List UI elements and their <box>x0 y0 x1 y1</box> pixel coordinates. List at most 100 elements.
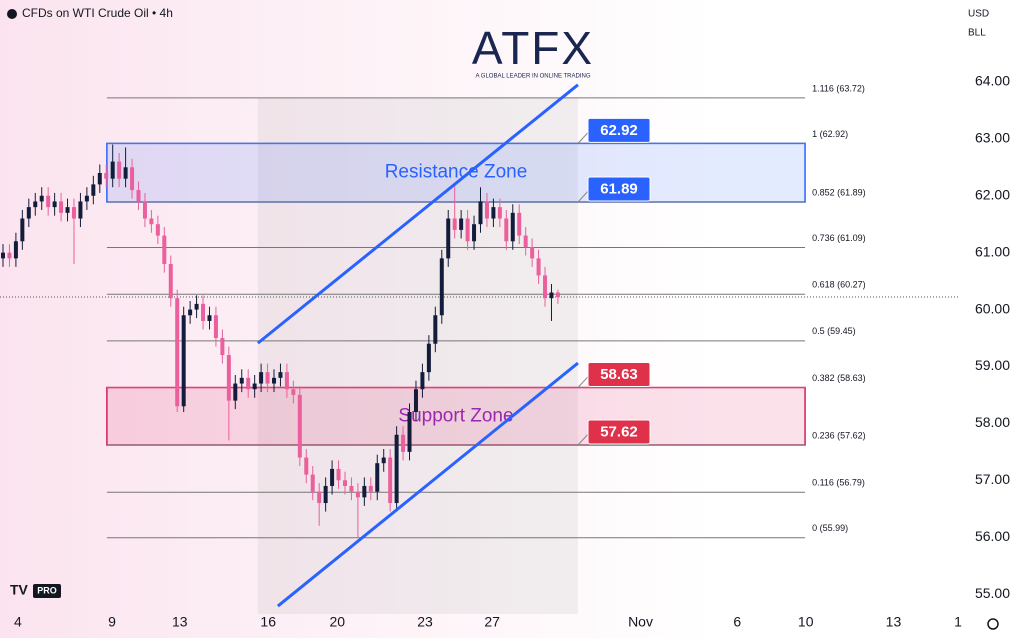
candle-body <box>233 383 238 401</box>
candle-body <box>536 258 541 276</box>
brand-logo: ATFX <box>472 22 594 74</box>
candle-body <box>84 195 89 202</box>
fib-label: 0.736 (61.09) <box>812 233 866 243</box>
candle-body <box>155 224 160 236</box>
fib-label: 0.382 (58.63) <box>812 373 866 383</box>
y-tick-label: 59.00 <box>975 357 1010 373</box>
x-tick-label: 1 <box>954 614 962 630</box>
zone <box>106 142 806 203</box>
candle-body <box>401 434 406 452</box>
chart-title: CFDs on WTI Crude Oil • 4h <box>22 6 173 20</box>
y-tick-label: 64.00 <box>975 73 1010 89</box>
candle-body <box>78 201 83 219</box>
x-tick-label: 6 <box>733 614 741 630</box>
candle-body <box>330 468 335 486</box>
candle-body <box>375 463 380 492</box>
price-tag-label: 61.89 <box>600 180 638 197</box>
y-tick-label: 60.00 <box>975 300 1010 316</box>
candle-body <box>7 252 12 259</box>
y-tick-label: 63.00 <box>975 130 1010 146</box>
candle-body <box>323 485 328 504</box>
candle-body <box>162 235 167 265</box>
candle-body <box>362 485 367 498</box>
candle-body <box>304 457 309 475</box>
symbol-icon <box>7 9 17 19</box>
fib-background <box>257 97 578 615</box>
price-tag-label: 58.63 <box>600 366 638 383</box>
badge: PRO <box>37 585 57 595</box>
candle-body <box>510 212 515 242</box>
candle-body <box>349 485 354 492</box>
y-tick-label: 62.00 <box>975 186 1010 202</box>
candle-body <box>117 161 122 179</box>
candle-body <box>97 172 102 185</box>
candle-body <box>297 394 302 458</box>
x-tick-label: 9 <box>108 614 116 630</box>
fib-label: 1 (62.92) <box>812 129 848 139</box>
candle-body <box>342 480 347 486</box>
fib-label: 0.116 (56.79) <box>812 478 865 488</box>
candle-body <box>420 372 425 390</box>
candle-body <box>181 315 186 407</box>
candle-body <box>39 195 44 202</box>
price-tag <box>587 419 651 445</box>
candle-body <box>394 434 399 504</box>
candle-body <box>433 315 438 344</box>
x-tick-label: 16 <box>260 614 276 630</box>
candle-body <box>52 201 57 208</box>
price-tag-label: 62.92 <box>600 122 638 139</box>
fib-label: 1.116 (63.72) <box>812 83 865 93</box>
candle-body <box>459 218 464 230</box>
candle-body <box>426 343 431 373</box>
settings-icon[interactable] <box>987 618 999 630</box>
candle-body <box>278 372 283 378</box>
candle-body <box>368 485 373 492</box>
candle-body <box>259 372 264 384</box>
candle-body <box>168 264 173 299</box>
unit[interactable]: BLL <box>968 28 986 39</box>
fib-label: 0 (55.99) <box>812 523 848 533</box>
candle-body <box>472 224 477 242</box>
candle-body <box>284 372 289 390</box>
candle-body <box>439 258 444 316</box>
fib-label: 0.236 (57.62) <box>812 430 866 440</box>
candle-body <box>149 218 154 225</box>
brand-tagline: A GLOBAL LEADER IN ONLINE TRADING <box>475 74 590 80</box>
x-tick-label: Nov <box>628 614 653 630</box>
candle-body <box>226 355 231 401</box>
candle-body <box>452 218 457 230</box>
tv-logo: TV <box>10 582 29 598</box>
currency[interactable]: USD <box>968 9 989 20</box>
candle-body <box>252 383 257 390</box>
candle-body <box>549 292 554 299</box>
candle-body <box>246 377 251 390</box>
candle-body <box>220 338 225 356</box>
x-tick-label: 13 <box>172 614 188 630</box>
candle-body <box>188 309 193 316</box>
candle-body <box>13 241 18 259</box>
y-tick-label: 56.00 <box>975 528 1010 544</box>
candle-body <box>265 372 270 384</box>
candle-body <box>194 303 199 310</box>
candle-body <box>355 491 360 498</box>
candle-body <box>317 491 322 504</box>
candle-body <box>65 207 70 213</box>
candle-body <box>381 457 386 464</box>
candle-body <box>478 201 483 225</box>
candle-body <box>1 252 5 259</box>
fib-label: 0.852 (61.89) <box>812 187 866 197</box>
y-tick-label: 61.00 <box>975 243 1010 259</box>
candle-body <box>504 218 509 242</box>
x-tick-label: 13 <box>886 614 902 630</box>
candle-body <box>91 184 96 196</box>
candle-body <box>59 201 64 213</box>
fib-label: 0.618 (60.27) <box>812 280 866 290</box>
candle-body <box>46 195 51 208</box>
candle-body <box>543 275 548 299</box>
candle-body <box>142 201 147 219</box>
candle-body <box>465 218 470 242</box>
price-tag <box>587 176 651 202</box>
x-tick-label: 27 <box>484 614 500 630</box>
candle-body <box>291 389 296 395</box>
